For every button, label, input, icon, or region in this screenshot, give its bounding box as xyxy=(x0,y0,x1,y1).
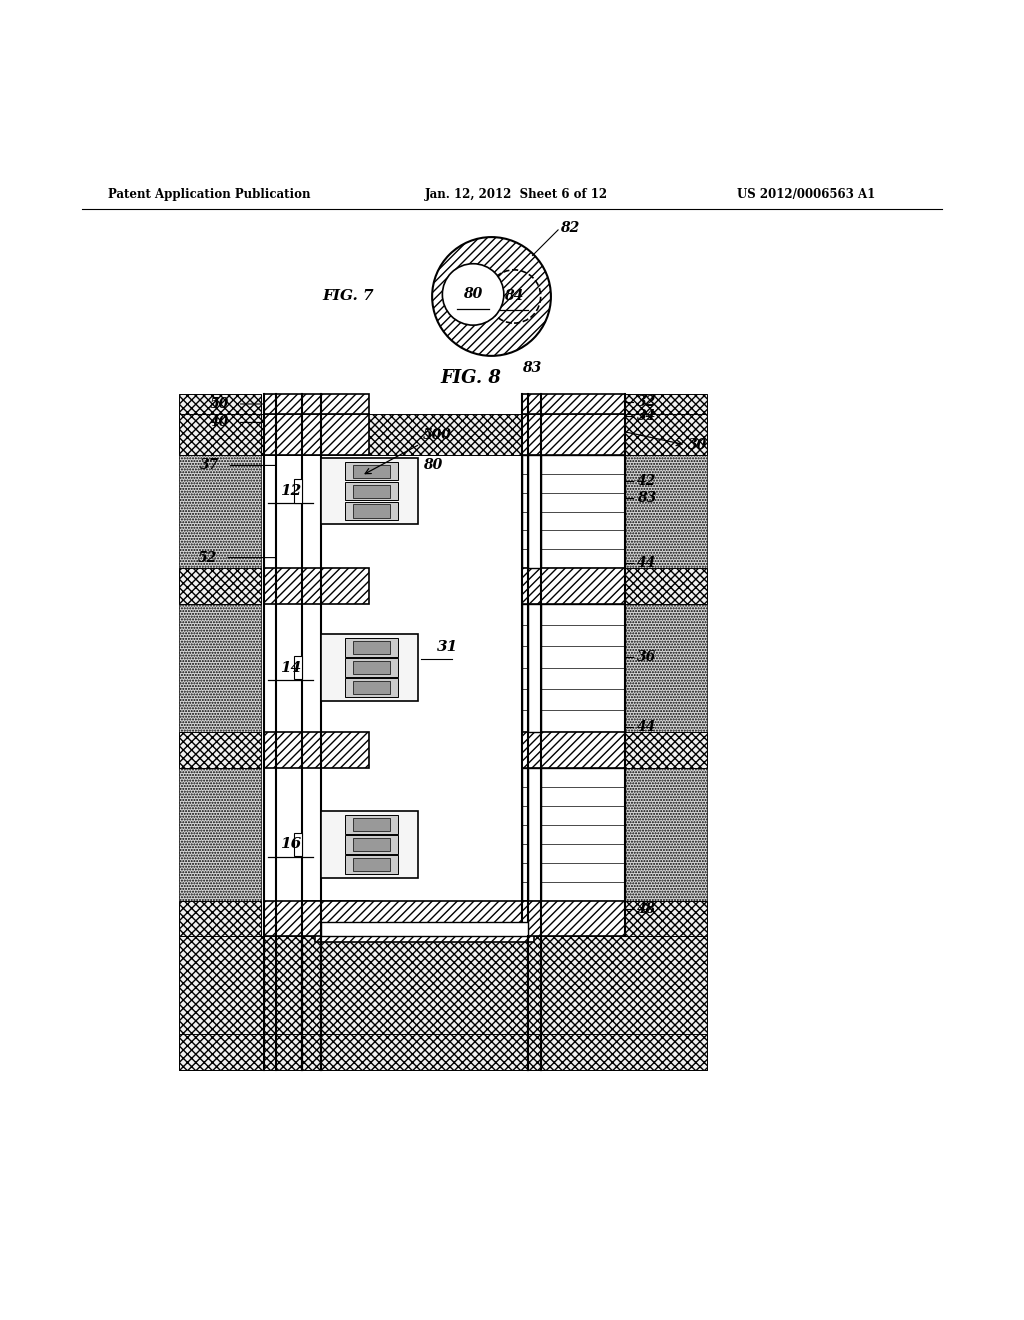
Bar xyxy=(345,855,398,874)
Bar xyxy=(522,455,625,568)
Bar xyxy=(522,767,625,900)
Bar xyxy=(315,927,534,941)
Bar xyxy=(345,814,398,834)
Bar xyxy=(179,414,261,455)
Bar xyxy=(625,900,707,936)
Bar xyxy=(625,455,707,568)
Text: 50: 50 xyxy=(210,397,229,411)
Text: 34: 34 xyxy=(637,409,656,424)
Bar xyxy=(294,479,302,503)
Bar xyxy=(302,900,541,936)
Bar xyxy=(625,731,707,767)
Bar xyxy=(321,923,528,936)
Bar xyxy=(625,568,707,603)
Text: 84: 84 xyxy=(505,289,523,304)
Bar xyxy=(321,458,418,524)
Text: 42: 42 xyxy=(637,474,656,488)
Bar xyxy=(353,661,390,675)
Text: 48: 48 xyxy=(637,902,656,916)
Bar xyxy=(522,900,625,936)
Circle shape xyxy=(432,238,551,356)
Bar xyxy=(345,678,398,697)
Text: 52: 52 xyxy=(198,550,217,565)
Text: 16: 16 xyxy=(281,837,301,851)
Bar xyxy=(353,484,390,498)
Bar xyxy=(353,642,390,655)
Bar xyxy=(345,462,398,480)
Bar xyxy=(345,502,398,520)
Bar xyxy=(179,568,261,603)
Bar xyxy=(522,731,625,767)
Text: FIG. 8: FIG. 8 xyxy=(440,370,502,387)
Text: Jan. 12, 2012  Sheet 6 of 12: Jan. 12, 2012 Sheet 6 of 12 xyxy=(425,187,608,201)
Text: 37: 37 xyxy=(200,458,219,473)
Bar xyxy=(522,603,625,731)
Bar xyxy=(179,731,261,767)
Bar xyxy=(264,568,369,603)
Bar xyxy=(625,393,707,414)
Bar xyxy=(179,767,261,900)
Text: 83: 83 xyxy=(637,491,656,506)
Bar xyxy=(353,838,390,851)
Bar xyxy=(528,603,541,731)
Text: 82: 82 xyxy=(560,220,580,235)
Text: 31: 31 xyxy=(436,640,458,655)
Bar xyxy=(264,414,369,455)
Text: 14: 14 xyxy=(281,661,301,675)
Text: FIG. 7: FIG. 7 xyxy=(323,289,374,304)
Bar xyxy=(625,414,707,455)
Bar xyxy=(179,900,261,936)
Bar xyxy=(625,603,707,731)
Bar xyxy=(353,465,390,478)
Bar xyxy=(264,731,369,767)
Bar xyxy=(345,639,398,657)
Bar xyxy=(353,818,390,830)
Bar xyxy=(345,482,398,500)
Text: 44: 44 xyxy=(637,556,656,570)
Bar xyxy=(522,568,625,603)
Bar xyxy=(353,681,390,694)
Text: 12: 12 xyxy=(281,484,301,498)
Bar xyxy=(179,414,707,455)
Bar xyxy=(522,414,625,455)
Bar xyxy=(294,656,302,680)
Bar xyxy=(179,936,707,1069)
Bar xyxy=(625,767,707,900)
Text: US 2012/0006563 A1: US 2012/0006563 A1 xyxy=(737,187,876,201)
Bar xyxy=(522,393,625,414)
Bar xyxy=(264,393,369,414)
Text: 83: 83 xyxy=(522,362,542,375)
Bar xyxy=(345,659,398,677)
Text: 30: 30 xyxy=(688,438,708,451)
Text: 36: 36 xyxy=(637,651,656,664)
Circle shape xyxy=(442,264,504,325)
Bar xyxy=(179,393,261,414)
Text: Patent Application Publication: Patent Application Publication xyxy=(108,187,310,201)
Bar xyxy=(264,900,369,936)
Text: 80: 80 xyxy=(464,288,482,301)
Bar xyxy=(345,836,398,854)
Text: 44: 44 xyxy=(637,719,656,734)
Bar xyxy=(353,858,390,871)
Text: 500: 500 xyxy=(366,428,452,474)
Bar xyxy=(321,810,418,878)
Bar xyxy=(179,603,261,731)
Bar xyxy=(528,767,541,900)
Bar xyxy=(294,833,302,855)
Bar xyxy=(321,635,418,701)
Bar xyxy=(179,1034,707,1069)
Text: 32: 32 xyxy=(637,395,656,409)
Bar xyxy=(353,504,390,517)
Bar xyxy=(179,455,261,568)
Bar xyxy=(528,455,541,568)
Text: 80: 80 xyxy=(423,458,442,473)
Text: 40: 40 xyxy=(210,416,229,429)
